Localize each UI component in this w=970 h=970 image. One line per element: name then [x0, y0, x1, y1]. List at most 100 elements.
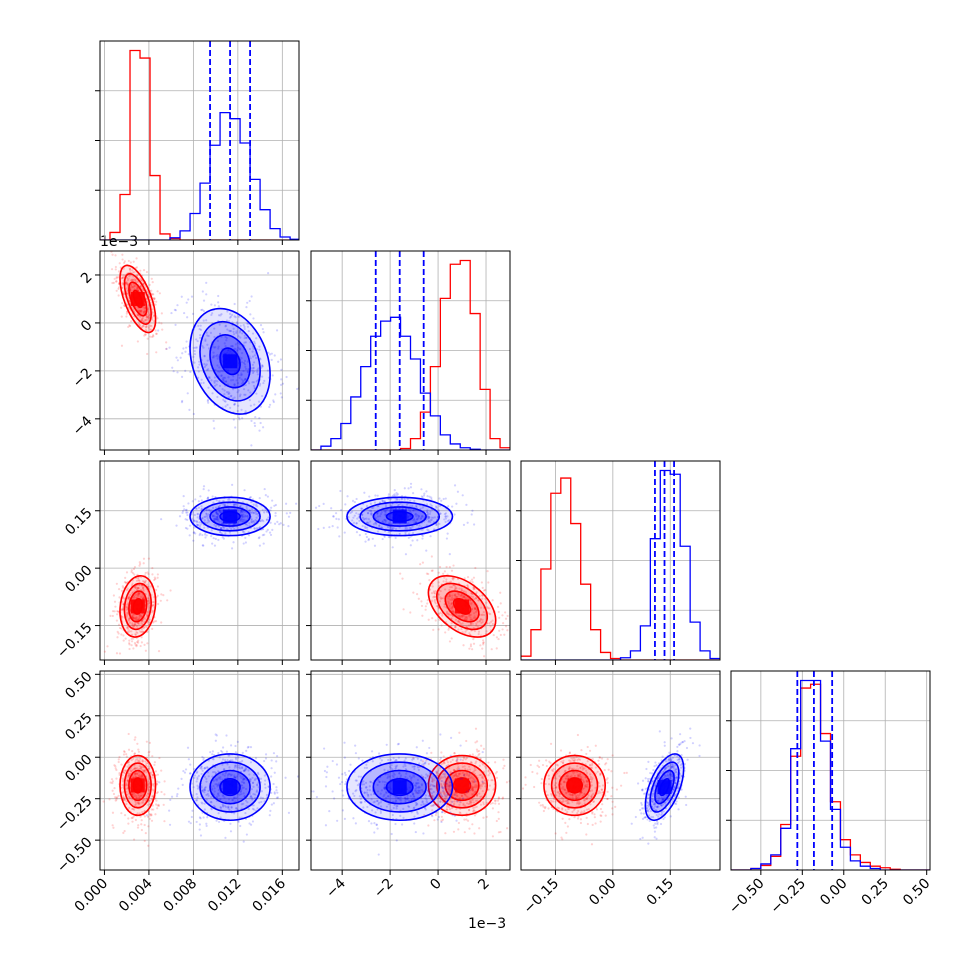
sample-point	[222, 376, 225, 379]
sample-point	[233, 503, 236, 507]
sample-point	[134, 818, 137, 822]
sample-point	[478, 764, 481, 767]
sample-point	[196, 778, 199, 781]
sample-point	[468, 827, 471, 830]
sample-point	[405, 772, 408, 775]
sample-point	[247, 382, 251, 385]
sample-point	[203, 767, 206, 770]
sample-point	[121, 774, 124, 777]
sample-point	[244, 393, 247, 396]
sample-point	[383, 509, 386, 512]
sample-point	[134, 772, 137, 775]
sample-point	[154, 303, 157, 306]
sample-point	[463, 765, 466, 768]
sample-point	[235, 330, 238, 333]
sample-point	[458, 615, 461, 618]
sample-point	[125, 581, 128, 585]
sample-point	[247, 745, 250, 749]
sample-point	[268, 353, 272, 356]
sample-point	[431, 780, 434, 783]
sample-point	[135, 624, 139, 628]
sample-point	[396, 493, 399, 496]
sample-point	[270, 352, 273, 355]
sample-point	[138, 310, 141, 313]
sample-point	[421, 528, 424, 531]
sample-point	[447, 505, 450, 508]
sample-point	[407, 508, 410, 511]
sample-point	[207, 401, 210, 404]
sample-point	[480, 744, 483, 747]
sample-point	[205, 824, 208, 828]
sample-point	[437, 509, 440, 512]
sample-point	[159, 599, 162, 602]
sample-point	[336, 526, 339, 529]
sample-point	[136, 640, 139, 644]
sample-point	[203, 791, 206, 794]
sample-point	[514, 618, 516, 620]
sample-point	[475, 622, 478, 625]
sample-point	[424, 605, 427, 608]
sample-point	[137, 576, 140, 579]
sample-point	[121, 282, 124, 285]
sample-point	[142, 589, 145, 592]
sample-point	[135, 772, 139, 775]
sample-point	[128, 772, 131, 775]
sample-point	[156, 573, 159, 576]
sample-point	[198, 336, 202, 339]
sample-point	[236, 409, 239, 413]
sample-point	[215, 355, 218, 358]
sample-point	[464, 616, 467, 619]
sample-point	[355, 497, 358, 501]
sample-point	[388, 536, 391, 539]
sample-point	[248, 773, 251, 776]
sample-point	[151, 335, 154, 339]
sample-point	[202, 310, 206, 313]
sample-point	[239, 519, 242, 522]
sample-point	[206, 765, 209, 769]
sample-point	[213, 770, 216, 774]
sample-point	[477, 599, 480, 602]
sample-point	[367, 521, 370, 524]
sample-point	[129, 769, 132, 772]
sample-point	[195, 520, 199, 524]
sample-point	[126, 626, 129, 629]
sample-point	[314, 506, 318, 509]
sample-point	[156, 773, 159, 776]
sample-point	[217, 751, 220, 755]
sample-point	[386, 525, 389, 528]
sample-point	[245, 507, 248, 511]
sample-point	[344, 503, 347, 506]
sample-point	[415, 504, 418, 507]
sample-point	[457, 593, 461, 596]
sample-point	[461, 797, 465, 800]
sample-point	[176, 304, 179, 307]
sample-point	[450, 617, 453, 620]
sample-point	[129, 593, 132, 597]
sample-point	[150, 289, 153, 292]
sample-point	[212, 758, 215, 761]
sample-point	[186, 513, 189, 517]
panel-content	[521, 461, 720, 660]
sample-point	[247, 389, 250, 392]
sample-point	[233, 302, 236, 306]
sample-point	[140, 819, 143, 822]
sample-point	[444, 512, 448, 515]
sample-point	[206, 343, 209, 346]
sample-point	[139, 630, 142, 633]
sample-point	[243, 337, 246, 340]
sample-point	[121, 253, 124, 256]
sample-point	[137, 793, 140, 796]
sample-point	[244, 377, 247, 381]
sample-point	[476, 799, 479, 802]
sample-point	[249, 778, 253, 781]
sample-point	[261, 534, 264, 537]
sample-point	[205, 331, 208, 334]
sample-point	[431, 809, 434, 812]
sample-point	[466, 795, 469, 798]
sample-point	[433, 516, 436, 519]
sample-point	[453, 752, 456, 755]
sample-point	[215, 511, 218, 515]
sample-point	[187, 502, 190, 505]
sample-point	[481, 586, 484, 589]
sample-point	[182, 495, 185, 498]
